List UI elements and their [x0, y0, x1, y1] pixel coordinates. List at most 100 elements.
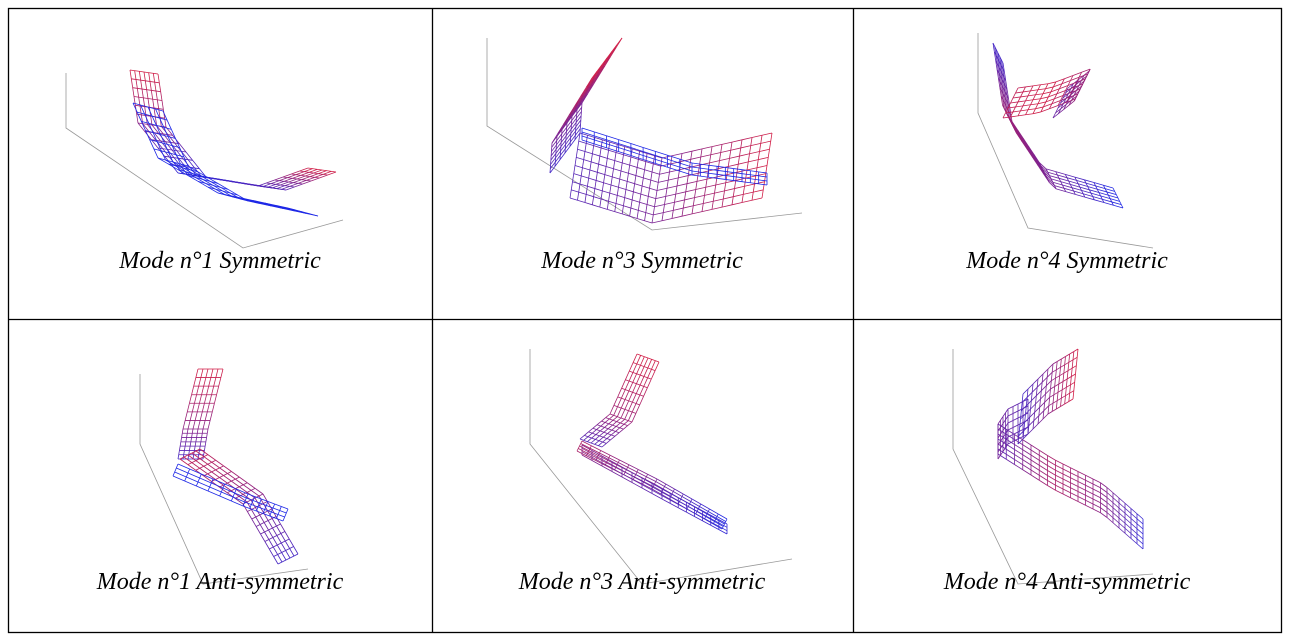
mesh-line — [651, 486, 663, 493]
mesh-line — [992, 42, 995, 52]
mesh-line — [607, 208, 615, 213]
mesh-line — [1047, 81, 1056, 85]
mesh-line — [701, 208, 713, 213]
mesh-line — [702, 520, 711, 526]
mesh-line — [574, 65, 606, 107]
mesh-line — [594, 135, 607, 141]
mesh-line — [170, 129, 176, 139]
mesh-line — [579, 132, 588, 136]
mesh-line — [151, 116, 157, 126]
mesh-line — [655, 162, 668, 168]
mesh-line — [569, 132, 581, 199]
mesh-line — [1072, 71, 1082, 76]
mesh-line — [1108, 194, 1119, 199]
mesh-line — [250, 499, 256, 508]
mesh-line — [136, 88, 140, 98]
mesh-line — [616, 407, 622, 417]
mesh-line — [642, 159, 656, 164]
mesh-line — [279, 510, 287, 514]
mesh-line — [1064, 401, 1070, 405]
mesh-line — [696, 178, 708, 182]
mesh-line — [586, 455, 596, 461]
mesh-line — [199, 394, 202, 404]
mesh-line — [681, 150, 693, 154]
mesh-line — [219, 476, 240, 488]
mesh-line — [1052, 400, 1058, 404]
mesh-line — [609, 413, 633, 423]
mesh-line — [1030, 474, 1040, 481]
mesh-line — [578, 448, 588, 454]
mesh-line — [197, 171, 209, 179]
mesh-line — [591, 37, 623, 79]
mesh-line — [1022, 412, 1029, 416]
mesh-line — [710, 152, 721, 156]
mesh-line — [1136, 533, 1144, 540]
mesh-line — [594, 143, 607, 149]
mesh-line — [195, 459, 216, 471]
mesh-line — [606, 434, 612, 439]
mesh-line — [276, 525, 282, 534]
mesh-line — [618, 143, 632, 148]
mesh-line — [277, 554, 283, 563]
mesh-line — [644, 478, 655, 485]
mesh-line — [1012, 403, 1019, 407]
mesh-line — [694, 194, 705, 199]
mesh-line — [199, 441, 202, 447]
caption: Mode n°1 Symmetric — [118, 248, 321, 274]
mesh-line — [205, 437, 207, 442]
mesh-line — [1072, 356, 1078, 361]
mesh-line — [716, 173, 726, 176]
mesh-line — [207, 454, 216, 461]
mesh-line — [1065, 173, 1075, 178]
mesh-line — [281, 506, 289, 510]
mesh-line — [601, 443, 607, 448]
mesh-line — [148, 123, 154, 133]
mesh-line — [1039, 162, 1047, 170]
mesh-line — [641, 480, 653, 488]
mesh-line — [181, 151, 189, 160]
mesh-line — [999, 81, 1002, 91]
mesh-line — [1049, 394, 1055, 398]
mesh-line — [700, 163, 709, 166]
mesh-line — [262, 501, 269, 514]
mesh-line — [1075, 193, 1085, 198]
mesh-line — [1022, 449, 1032, 456]
mesh-line — [630, 155, 644, 160]
mesh-line — [741, 199, 753, 203]
mesh-line — [1077, 471, 1086, 476]
mesh-line — [557, 93, 589, 134]
mesh-line — [590, 439, 596, 444]
mesh-line — [299, 167, 309, 172]
mesh-line — [1002, 412, 1006, 417]
mesh-line — [167, 134, 175, 144]
mesh-line — [1039, 474, 1048, 481]
mesh-line — [1112, 502, 1120, 509]
mesh-line — [196, 428, 199, 434]
mesh-line — [313, 169, 323, 174]
mesh-line — [609, 141, 618, 145]
mesh-line — [1077, 496, 1086, 501]
mesh-line — [1035, 106, 1044, 110]
mesh-line — [252, 200, 284, 209]
mesh-line — [686, 501, 695, 507]
mesh-line — [262, 493, 268, 502]
mesh-line — [191, 433, 193, 438]
mesh-line — [580, 56, 611, 97]
mesh-line — [271, 511, 279, 515]
mesh-line — [1022, 426, 1029, 430]
mesh-line — [1033, 154, 1045, 175]
mesh-line — [579, 445, 590, 452]
mesh-line — [276, 185, 286, 190]
mesh-line — [223, 484, 232, 492]
mesh-line — [651, 220, 663, 224]
mesh-line — [1046, 372, 1053, 378]
mesh-line — [1060, 403, 1065, 407]
mesh-line — [1006, 95, 1009, 105]
mesh-line — [1047, 178, 1055, 186]
mesh-line — [262, 513, 270, 517]
mesh-line — [145, 130, 151, 140]
mesh-line — [196, 433, 198, 438]
mesh-line — [600, 422, 606, 427]
mesh-line — [256, 510, 264, 514]
mesh-line — [259, 502, 267, 506]
